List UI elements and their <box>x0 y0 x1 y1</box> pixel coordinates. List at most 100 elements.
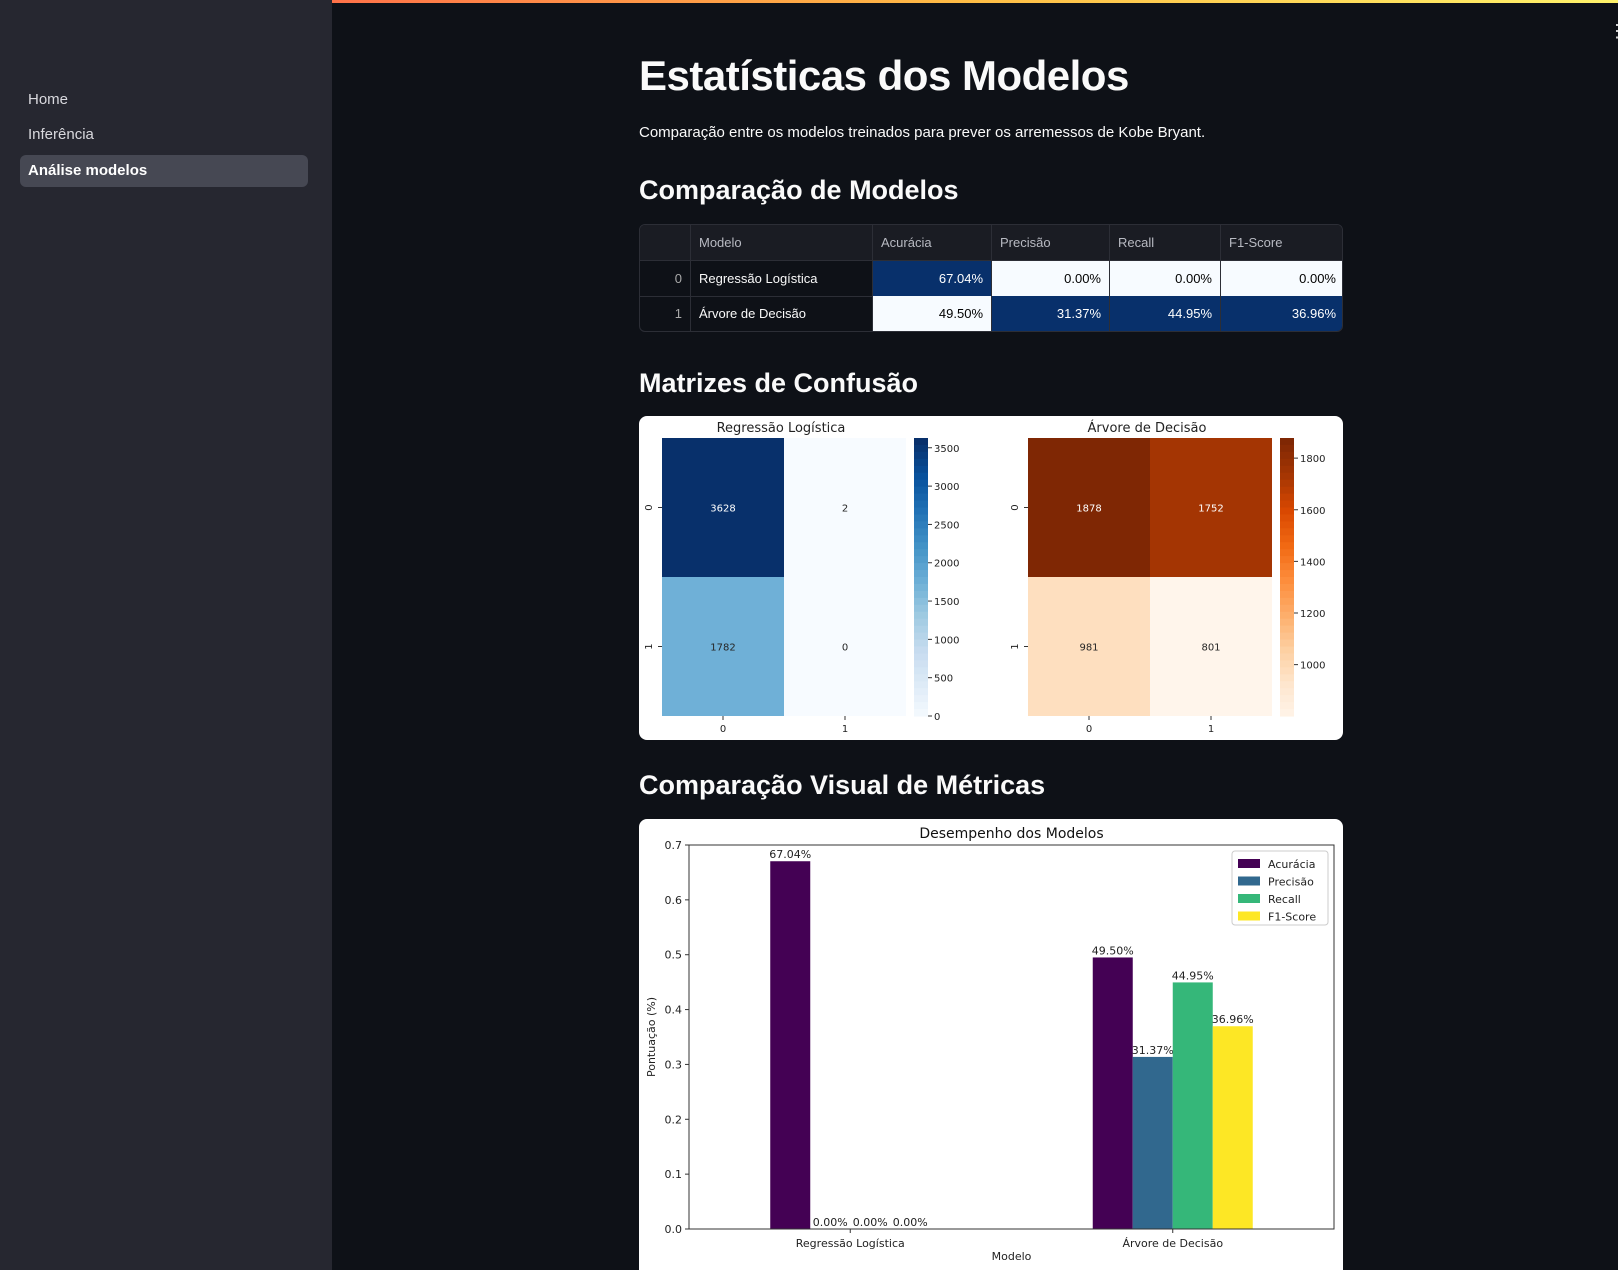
colorbar-segment <box>914 479 928 488</box>
page-subtitle: Comparação entre os modelos treinados pa… <box>639 124 1206 141</box>
section-title-table: Comparação de Modelos <box>639 175 959 205</box>
colorbar-segment <box>914 486 928 495</box>
legend-swatch <box>1238 894 1260 903</box>
heatmap-xtick-label: 0 <box>1086 724 1092 735</box>
row-prec: 0.00% <box>992 261 1110 296</box>
colorbar-segment <box>914 660 928 668</box>
bar-label: 31.37% <box>1132 1044 1174 1057</box>
colorbar-segment <box>1280 583 1294 592</box>
heatmap-title: Regressão Logística <box>717 421 846 436</box>
colorbar-segment <box>914 604 928 613</box>
colorbar-segment <box>1280 688 1294 696</box>
colorbar-segment <box>914 597 928 606</box>
colorbar-tick-label: 1000 <box>1300 661 1325 672</box>
colorbar-segment <box>1280 577 1294 585</box>
section-title-metrics: Comparação Visual de Métricas <box>639 770 1046 800</box>
row-prec: 31.37% <box>992 296 1110 331</box>
colorbar-tick-label: 1800 <box>1300 454 1325 465</box>
colorbar-tick-label: 500 <box>934 674 953 685</box>
table-header-precisao[interactable]: Precisão <box>992 225 1110 260</box>
colorbar-segment <box>914 667 928 675</box>
colorbar-segment <box>1280 444 1294 453</box>
colorbar-segment <box>1280 702 1294 710</box>
colorbar-segment <box>1280 521 1294 529</box>
colorbar-segment <box>1280 660 1294 668</box>
metrics-bar-chart-svg: Desempenho dos Modelos 0.0 0.1 0.2 0.3 0.4 0.5… <box>645 826 1335 1263</box>
sidebar-item-home[interactable]: Home <box>28 91 69 108</box>
bar <box>770 861 811 1229</box>
colorbar-segment <box>1280 507 1294 516</box>
colorbar-segment <box>1280 674 1294 682</box>
sidebar-item-analise-modelos[interactable]: Análise modelos <box>20 155 308 187</box>
colorbar-segment <box>914 632 928 641</box>
legend-label: Recall <box>1268 893 1301 906</box>
table-header-acuracia[interactable]: Acurácia <box>873 225 992 260</box>
legend-swatch <box>1238 876 1260 886</box>
colorbar-segment <box>914 709 928 717</box>
ylabel: Pontuação (%) <box>645 997 658 1077</box>
table-header-f1[interactable]: F1-Score <box>1221 225 1342 260</box>
colorbar-segment <box>1280 458 1294 467</box>
colorbar-segment <box>914 514 928 522</box>
bar-label: 67.04% <box>769 848 811 861</box>
bar <box>1132 1056 1173 1229</box>
ytick-label: 0.6 <box>665 894 683 907</box>
colorbar-tick-label: 3500 <box>934 444 959 455</box>
metrics-figure: Desempenho dos Modelos 0.0 0.1 0.2 0.3 0.4 0.5… <box>639 819 1343 1270</box>
heatmap-cell-label: 1782 <box>710 643 735 654</box>
table-row: 1 Árvore de Decisão 49.50% 31.37% 44.95%… <box>640 296 1342 331</box>
colorbar-segment <box>914 507 928 516</box>
plot-frame <box>688 844 1335 1230</box>
colorbar-segment <box>1280 597 1294 606</box>
colorbar-segment <box>1280 438 1294 446</box>
colorbar-segment <box>914 535 928 543</box>
colorbar-segment <box>1280 632 1294 641</box>
colorbar-segment <box>914 500 928 509</box>
table-header-recall[interactable]: Recall <box>1110 225 1221 260</box>
colorbar-segment <box>914 646 928 655</box>
sidebar: Home Inferência Análise modelos <box>0 0 332 1270</box>
heatmap-cell-label: 801 <box>1201 643 1220 654</box>
heatmap-title: Árvore de Decisão <box>1088 420 1207 436</box>
heatmap-cell <box>1150 438 1272 577</box>
heatmap-xtick-label: 1 <box>842 724 848 735</box>
xtick-label: Árvore de Decisão <box>1122 1237 1223 1250</box>
heatmap-cell <box>784 438 906 577</box>
bar <box>1172 982 1213 1229</box>
colorbar-segment <box>914 674 928 682</box>
colorbar-segment <box>1280 465 1294 474</box>
heatmap-cell <box>1150 577 1272 716</box>
bar-label: 0.00% <box>893 1216 928 1229</box>
colorbar-segment <box>1280 542 1294 550</box>
heatmap-ytick-label: 1 <box>644 643 655 649</box>
colorbar-segment <box>914 556 928 564</box>
colorbar-segment <box>914 542 928 550</box>
row-f1: 0.00% <box>1221 261 1342 296</box>
colorbar-segment <box>1280 472 1294 481</box>
legend-label: F1-Score <box>1268 911 1316 924</box>
colorbar-segment <box>914 563 928 571</box>
ytick-label: 0.5 <box>665 949 683 962</box>
heatmap-cell <box>1028 438 1150 577</box>
bar-label: 44.95% <box>1172 969 1214 982</box>
row-rec: 0.00% <box>1110 261 1221 296</box>
bar-label: 36.96% <box>1212 1013 1254 1026</box>
colorbar-tick-label: 3000 <box>934 482 959 493</box>
legend-box <box>1231 850 1329 926</box>
colorbar-tick-label: 0 <box>934 712 940 723</box>
chart-title: Desempenho dos Modelos <box>919 826 1103 842</box>
xtick-label: Regressão Logística <box>796 1237 905 1250</box>
xlabel: Modelo <box>992 1250 1032 1263</box>
ytick-label: 0.4 <box>665 1004 683 1017</box>
ytick-label: 0.7 <box>665 839 683 852</box>
bar-label: 0.00% <box>853 1216 888 1229</box>
sidebar-item-inferencia[interactable]: Inferência <box>28 126 94 143</box>
section-title-confusion: Matrizes de Confusão <box>639 368 919 398</box>
row-rec: 44.95% <box>1110 296 1221 331</box>
models-table[interactable]: Modelo Acurácia Precisão Recall F1-Score… <box>639 224 1343 332</box>
table-header-modelo[interactable]: Modelo <box>691 225 873 260</box>
main-menu-icon[interactable]: ⋮ <box>1608 21 1618 41</box>
colorbar-segment <box>914 570 928 578</box>
row-index: 1 <box>640 296 691 331</box>
